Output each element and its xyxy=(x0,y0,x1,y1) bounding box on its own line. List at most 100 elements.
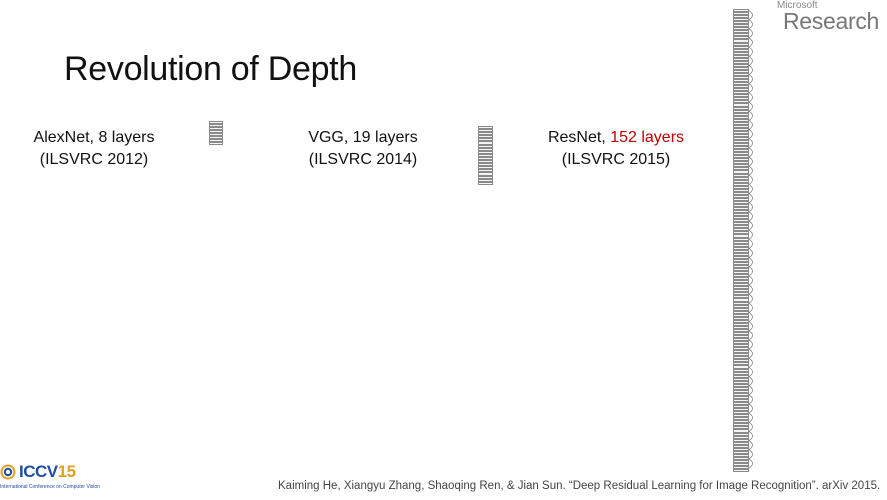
layer-block xyxy=(733,459,749,463)
layer-block xyxy=(733,48,749,52)
shortcut-arc xyxy=(749,138,753,149)
layer-block xyxy=(733,164,749,168)
layer-block xyxy=(733,188,749,192)
layer-block xyxy=(733,72,749,77)
shortcut-arc xyxy=(749,440,753,451)
microsoft-logo-text: Microsoft xyxy=(777,0,818,11)
layer-block xyxy=(733,377,749,381)
layer-block xyxy=(733,368,749,372)
layer-block xyxy=(733,405,749,409)
layer-block xyxy=(733,435,749,439)
layer-block xyxy=(478,150,493,154)
layer-block xyxy=(478,175,493,179)
layer-block xyxy=(733,399,749,403)
layer-block xyxy=(209,127,223,130)
layer-block xyxy=(733,191,749,195)
layer-block xyxy=(733,200,749,204)
layer-block xyxy=(209,133,223,136)
layer-block xyxy=(733,341,749,345)
citation: Kaiming He, Xiangyu Zhang, Shaoqing Ren,… xyxy=(278,480,881,492)
layer-block xyxy=(733,237,749,241)
layer-block xyxy=(733,456,749,460)
alexnet-layers: 8 layers xyxy=(98,129,155,146)
slide-title: Revolution of Depth xyxy=(64,50,357,88)
shortcut-arc xyxy=(749,156,753,167)
layer-block xyxy=(733,417,749,421)
layer-block xyxy=(209,130,223,133)
layer-block xyxy=(733,97,749,101)
layer-block xyxy=(733,94,749,98)
shortcut-arc xyxy=(749,458,753,469)
layer-block xyxy=(733,140,749,144)
layer-block xyxy=(733,121,749,125)
layer-block xyxy=(733,173,749,177)
layer-block xyxy=(478,169,493,173)
shortcut-arc xyxy=(749,46,753,57)
layer-block xyxy=(478,166,493,170)
shortcut-arc xyxy=(749,184,753,194)
layer-block xyxy=(733,328,749,332)
layer-block xyxy=(733,118,749,122)
layer-block xyxy=(733,146,749,150)
shortcut-arc xyxy=(749,357,753,368)
layer-block xyxy=(733,261,749,265)
iccv-wordmark: ICCV15 xyxy=(19,462,76,481)
layer-block xyxy=(209,121,223,124)
layer-block xyxy=(733,307,749,311)
layer-block xyxy=(733,18,749,22)
shortcut-arc xyxy=(749,394,753,405)
layer-block xyxy=(733,88,749,92)
iccv-subtitle: International Conference on Computer Vis… xyxy=(0,484,100,490)
layer-block xyxy=(733,450,749,454)
layer-block xyxy=(733,347,749,351)
layer-block xyxy=(733,335,749,339)
layer-block xyxy=(733,66,749,70)
layer-block xyxy=(478,147,493,151)
layer-block xyxy=(733,158,749,162)
layer-block xyxy=(733,252,749,256)
layer-block xyxy=(478,126,493,130)
layer-block xyxy=(733,57,749,61)
shortcut-arc xyxy=(749,174,753,185)
layer-block xyxy=(478,141,493,145)
shortcut-arc xyxy=(749,129,753,139)
layer-block xyxy=(733,264,749,268)
shortcut-arc xyxy=(749,83,753,94)
layer-block xyxy=(733,136,749,141)
layer-block xyxy=(478,156,493,161)
layer-block xyxy=(733,85,749,89)
layer-block xyxy=(733,15,749,19)
layer-block xyxy=(209,124,223,127)
layer-block xyxy=(733,79,749,83)
layer-block xyxy=(733,231,749,235)
alexnet-layer-stack xyxy=(209,121,223,145)
layer-block xyxy=(733,246,749,250)
layer-block xyxy=(478,135,493,139)
shortcut-arc xyxy=(749,376,753,386)
layer-block xyxy=(478,138,493,142)
layer-block xyxy=(733,408,749,412)
shortcut-arc xyxy=(749,412,753,423)
resnet-challenge: (ILSVRC 2015) xyxy=(561,151,671,168)
shortcut-arc xyxy=(749,19,753,30)
layer-block xyxy=(733,301,749,305)
layer-block xyxy=(733,167,749,171)
layer-block xyxy=(733,362,749,366)
shortcut-arc xyxy=(749,74,753,85)
resnet-name: ResNet xyxy=(547,129,602,146)
layer-block xyxy=(478,181,493,185)
layer-block xyxy=(733,325,749,329)
layer-block xyxy=(733,216,749,220)
vgg-layer-stack xyxy=(478,126,493,185)
layer-block xyxy=(478,178,493,182)
layer-block xyxy=(478,163,493,167)
resnet-shortcut-connections xyxy=(749,10,753,469)
alexnet-challenge: (ILSVRC 2012) xyxy=(39,151,149,168)
vgg-challenge: (ILSVRC 2014) xyxy=(308,151,418,168)
layer-block xyxy=(733,24,749,28)
layer-block xyxy=(733,322,749,326)
layer-block xyxy=(733,60,749,64)
layer-block xyxy=(733,423,749,427)
layer-block xyxy=(733,9,749,13)
shortcut-arc xyxy=(749,330,753,341)
